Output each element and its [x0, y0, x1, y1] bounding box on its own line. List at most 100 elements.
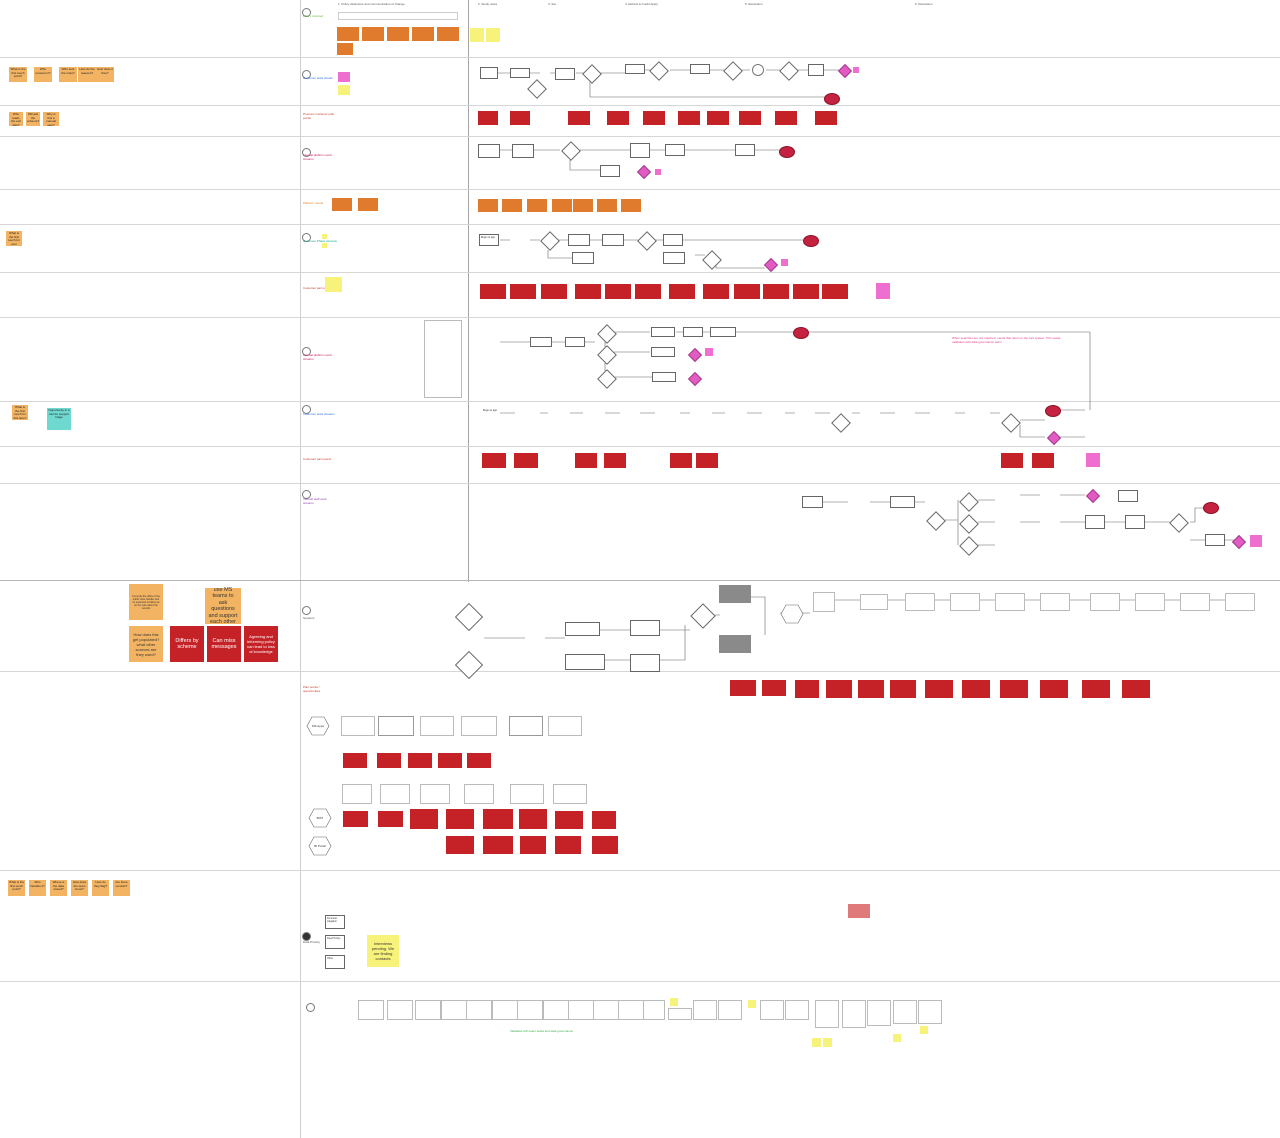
- pain-point: [482, 453, 506, 468]
- refresh-icon: [752, 64, 764, 76]
- lane-separator: [0, 57, 1280, 58]
- pain-point: [478, 111, 498, 125]
- document-note: [1090, 593, 1120, 611]
- lane-separator: [0, 870, 1280, 871]
- flow-note: [848, 494, 870, 508]
- flow-step: [602, 234, 624, 246]
- pain-point: [592, 811, 616, 829]
- interviews-sticky: Interviews pending. We are finding conta…: [367, 935, 399, 967]
- pain-point: [1122, 680, 1150, 698]
- document-note: [461, 716, 497, 736]
- sticky-note: [470, 28, 484, 42]
- lane-title: Data Privacy: [303, 940, 321, 944]
- question-sticky: Who leads the exit lists?: [9, 112, 23, 126]
- document-note: [517, 1000, 543, 1020]
- need-sticky: [621, 199, 641, 212]
- pain-point: [670, 453, 692, 468]
- sticky-note: [387, 27, 409, 41]
- validation-note: Validated with team leads and data gover…: [510, 1029, 573, 1033]
- pink-note: [781, 259, 788, 266]
- flow-note: [1085, 410, 1103, 420]
- pink-note: [1250, 535, 1262, 547]
- pain-point: [678, 111, 700, 125]
- lane-separator: [0, 446, 1280, 447]
- document-note: [893, 1000, 917, 1024]
- pain-point: [696, 453, 718, 468]
- pain-point: [520, 836, 546, 854]
- lane-title: Customer work streams: [303, 412, 335, 416]
- hex-bist: BIST: [308, 808, 332, 828]
- pain-point: [793, 284, 819, 299]
- document-note: [415, 1000, 441, 1020]
- pain-point: [815, 111, 837, 125]
- flow-step: [808, 64, 824, 76]
- end-circle: [779, 146, 795, 158]
- policy-box: Deed Policy: [325, 935, 345, 949]
- document-note: [358, 1000, 384, 1020]
- document-note: [1135, 593, 1165, 611]
- flow-step: [625, 64, 645, 74]
- document-note: [593, 1000, 619, 1020]
- flow-note: [965, 408, 990, 418]
- people-icon: [302, 8, 311, 17]
- pain-point: [343, 753, 367, 768]
- flow-note: [786, 904, 806, 918]
- lane-title: Customer Phase streams: [303, 239, 337, 243]
- pain-point: [514, 453, 538, 468]
- document-note: [950, 593, 980, 611]
- pain-point: [343, 811, 368, 827]
- hex-label: BI Portal: [314, 844, 326, 848]
- pain-point: [1032, 453, 1054, 468]
- phase-6-header: 6. Resolution: [915, 2, 933, 6]
- flow-step: [1125, 515, 1145, 529]
- document-note: [143, 876, 187, 966]
- question-sticky: What is the first touch for this lane?: [12, 405, 28, 420]
- flow-step: [663, 234, 683, 246]
- lane-separator: [0, 317, 1280, 318]
- pain-point: [763, 284, 789, 299]
- lane-separator: [0, 189, 1280, 190]
- lane-title: Internal platform work streams: [303, 153, 332, 161]
- flow-step: [1085, 515, 1105, 529]
- need-sticky: [332, 198, 352, 211]
- document-note: [380, 784, 410, 804]
- pain-point: [483, 836, 513, 854]
- lane-separator: [0, 224, 1280, 225]
- document-note: [618, 1000, 644, 1020]
- pain-point: [446, 809, 474, 829]
- policy-box: Personal Litigation: [325, 915, 345, 929]
- hex-ms-apps: MS Apps: [306, 716, 330, 736]
- pain-point: [703, 284, 729, 299]
- document-note: [718, 1000, 742, 1020]
- pain-point: [438, 753, 462, 768]
- phase-5-header: 5. Resolution: [745, 2, 763, 6]
- document-note: [441, 1000, 467, 1020]
- sticky-note: [486, 28, 500, 42]
- pink-annotation: When searches are not matched, needs tha…: [952, 336, 1061, 344]
- flow-step: [510, 68, 530, 78]
- pain-point: [1082, 680, 1110, 698]
- flow-note: [525, 633, 545, 643]
- document-note: [867, 1000, 891, 1026]
- pain-point: [605, 284, 631, 299]
- pain-point: [607, 111, 629, 125]
- sticky-note: [412, 27, 434, 41]
- document-note: [424, 320, 462, 398]
- pain-point: [1000, 680, 1028, 698]
- question-sticky: How do they flag?: [92, 880, 109, 896]
- flow-step: [710, 327, 736, 337]
- phase-4-header: 4. Refund & Credit Apply: [625, 2, 658, 6]
- lane-title: Who's involved: [303, 14, 324, 18]
- flow-step: [651, 327, 675, 337]
- document-note: [543, 1000, 569, 1020]
- pink-note: [1086, 453, 1100, 467]
- pain-point: [739, 111, 761, 125]
- hex-node: [780, 604, 804, 624]
- document-note: [510, 784, 544, 804]
- flow-step: [651, 347, 675, 357]
- system-note: [719, 635, 751, 653]
- pain-point: [410, 809, 438, 829]
- opportunity-sticky: Opportunity in a tool for support triage: [47, 408, 71, 430]
- lane-title: Platform needs: [303, 201, 324, 205]
